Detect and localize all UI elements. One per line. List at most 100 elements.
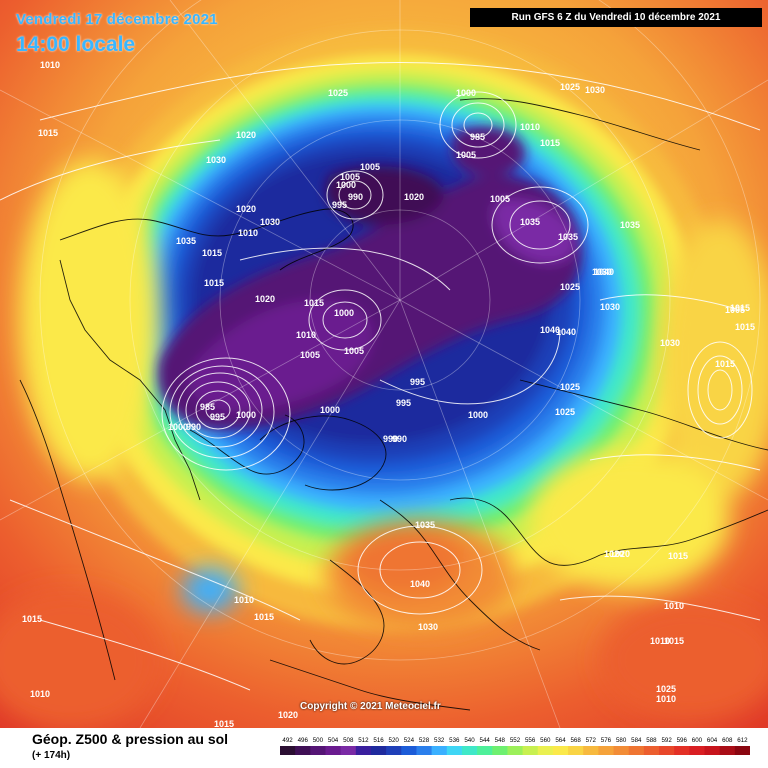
legend-tick-label: 540	[464, 737, 475, 744]
pressure-label: 1020	[255, 294, 275, 304]
pressure-label: 1025	[656, 684, 676, 694]
legend-swatch	[310, 746, 326, 755]
legend-swatch	[507, 746, 524, 755]
pressure-label: 1010	[664, 601, 684, 611]
legend-tick-label: 512	[358, 737, 369, 744]
legend-swatch	[537, 746, 554, 755]
legend-swatch	[280, 746, 296, 755]
pressure-label: 995	[396, 398, 411, 408]
legend-swatch	[552, 746, 569, 755]
legend-tick-label: 500	[313, 737, 324, 744]
pressure-label: 1020	[604, 549, 624, 559]
pressure-label: 1000	[336, 180, 356, 190]
pressure-label: 990	[186, 422, 201, 432]
pressure-label: 1030	[260, 217, 280, 227]
pressure-label: 1010	[234, 595, 254, 605]
legend-tick-label: 544	[480, 737, 491, 744]
pressure-label: 995	[210, 412, 225, 422]
pressure-label: 1030	[585, 85, 605, 95]
pressure-label: 990	[348, 192, 363, 202]
pressure-label: 1005	[490, 194, 510, 204]
pressure-label: 995	[332, 200, 347, 210]
legend-swatch	[295, 746, 311, 755]
legend-swatch	[522, 746, 539, 755]
pressure-label: 1030	[600, 302, 620, 312]
pressure-label: 985	[200, 402, 215, 412]
legend-tick-label: 592	[661, 737, 672, 744]
pressure-label: 1040	[410, 579, 430, 589]
legend-swatch	[598, 746, 615, 755]
legend-tick-label: 560	[540, 737, 551, 744]
legend-tick-label: 612	[737, 737, 748, 744]
legend-swatch	[325, 746, 342, 755]
pressure-label: 1035	[620, 220, 640, 230]
pressure-label: 1000	[320, 405, 340, 415]
legend-swatch	[386, 746, 402, 755]
legend-tick-label: 516	[373, 737, 384, 744]
pressure-label: 1015	[668, 551, 688, 561]
legend-tick-label: 528	[419, 737, 430, 744]
pressure-label: 1005	[340, 172, 360, 182]
pressure-label: 1040	[594, 267, 614, 277]
legend-tick-label: 520	[389, 737, 400, 744]
legend-swatch	[568, 746, 584, 755]
legend-tick-label: 580	[616, 737, 627, 744]
legend-swatch	[704, 746, 721, 755]
pressure-label: 1000	[168, 422, 188, 432]
legend-swatch	[340, 746, 357, 755]
legend-swatch	[643, 746, 660, 755]
pressure-label: 1025	[560, 382, 580, 392]
legend-tick-label: 536	[449, 737, 460, 744]
legend-swatch	[613, 746, 630, 755]
pressure-label: 1015	[254, 612, 274, 622]
pressure-label: 1000	[456, 88, 476, 98]
pressure-label: 1005	[360, 162, 380, 172]
ridge-features	[0, 160, 768, 728]
legend-tick-label: 564	[555, 737, 566, 744]
legend-tick-label: 496	[298, 737, 309, 744]
legend-swatch	[583, 746, 599, 755]
pressure-label: 1035	[176, 236, 196, 246]
legend-tick-label: 492	[282, 737, 293, 744]
pressure-label: 1015	[22, 614, 42, 624]
pressure-label: 1015	[38, 128, 58, 138]
pressure-label: 1030	[660, 338, 680, 348]
legend-tick-label: 588	[646, 737, 657, 744]
legend-tick-label: 572	[586, 737, 597, 744]
legend-tick-label: 604	[707, 737, 718, 744]
pressure-label: 1015	[214, 719, 234, 728]
legend-swatch	[370, 746, 387, 755]
pressure-label: 1020	[278, 710, 298, 720]
legend-tick-label: 552	[510, 737, 521, 744]
pressure-label: 990	[383, 434, 398, 444]
pressure-label: 1035	[415, 520, 435, 530]
pressure-label: 985	[470, 132, 485, 142]
pressure-label: 1020	[236, 130, 256, 140]
legend-swatch	[416, 746, 433, 755]
pressure-label: 1025	[555, 407, 575, 417]
pressure-label: 1040	[540, 325, 560, 335]
pressure-label: 1015	[715, 359, 735, 369]
legend-swatch	[674, 746, 690, 755]
legend-swatch	[431, 746, 448, 755]
pressure-label: 1015	[730, 303, 750, 313]
legend-tick-label: 596	[677, 737, 688, 744]
pressure-label: 1005	[344, 346, 364, 356]
legend-tick-label: 600	[692, 737, 703, 744]
legend-swatch	[628, 746, 645, 755]
map-title: Géop. Z500 & pression au sol	[32, 731, 229, 747]
legend-tick-label: 548	[495, 737, 506, 744]
isobars	[0, 62, 761, 691]
legend-tick-label: 576	[601, 737, 612, 744]
legend-tick-label: 532	[434, 737, 445, 744]
pressure-label: 1015	[304, 298, 324, 308]
legend-tick-label: 608	[722, 737, 733, 744]
polar-vortex-core	[158, 126, 582, 430]
pressure-label: 1010	[656, 694, 676, 704]
pressure-label: 1010	[40, 60, 60, 70]
legend-tick-label: 568	[570, 737, 581, 744]
pressure-label: 990	[392, 434, 407, 444]
legend-swatch	[689, 746, 706, 755]
legend-swatch	[477, 746, 493, 755]
